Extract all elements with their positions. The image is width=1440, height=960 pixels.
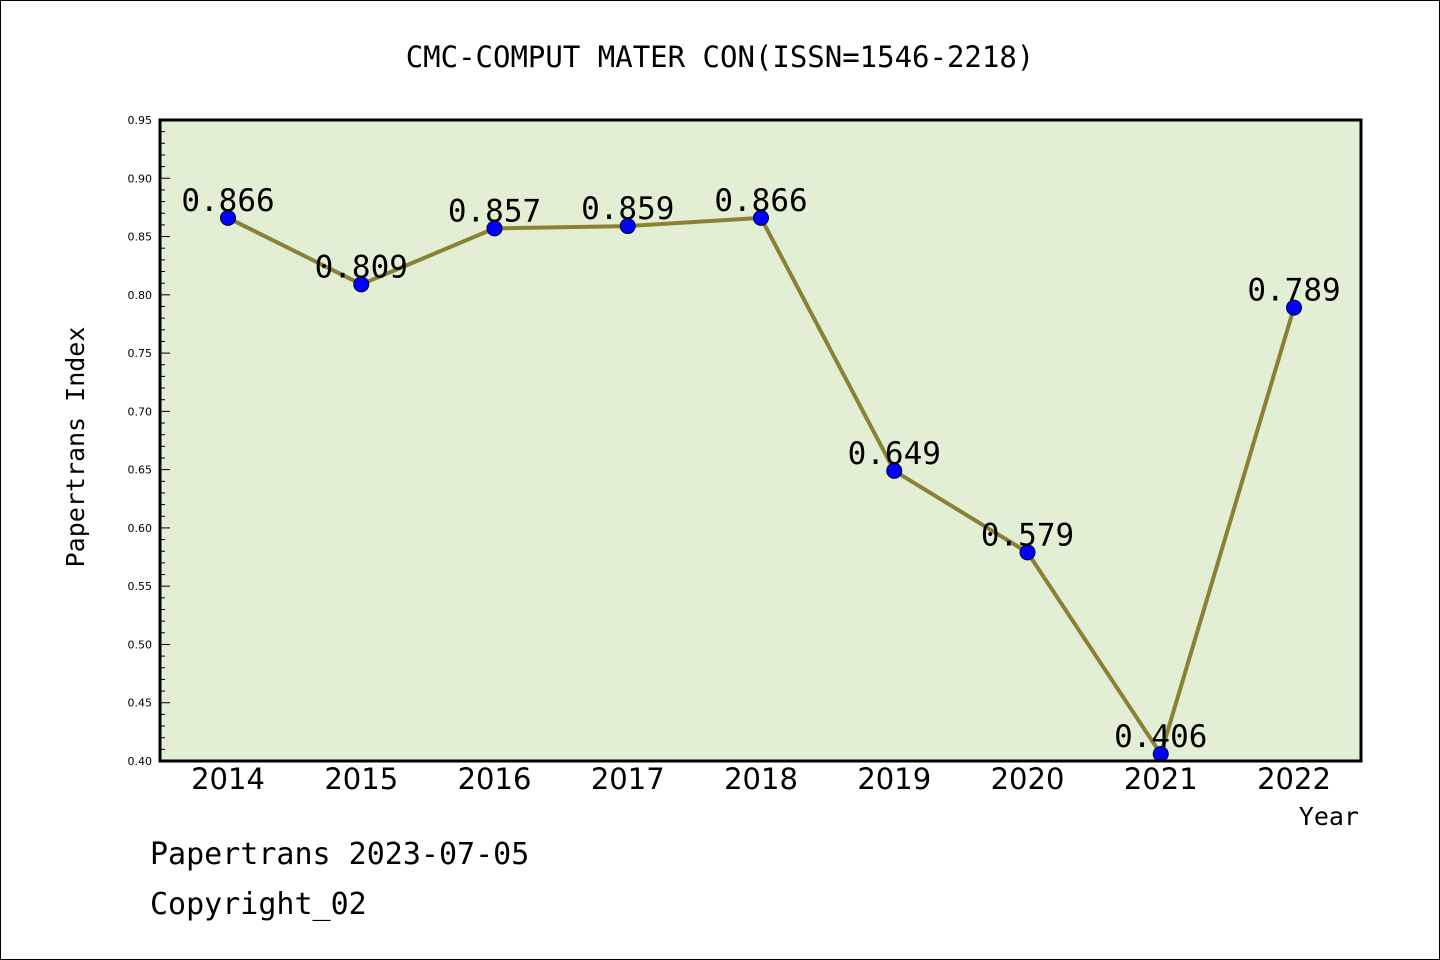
chart-title: CMC-COMPUT MATER CON(ISSN=1546-2218)	[406, 40, 1035, 74]
footer-copyright: Copyright_02	[150, 887, 367, 922]
x-tick-label: 2017	[591, 762, 665, 796]
x-tick-label: 2020	[991, 762, 1065, 796]
data-point	[486, 220, 503, 237]
data-point	[619, 218, 636, 235]
data-label: 0.809	[315, 249, 408, 285]
data-label: 0.866	[714, 183, 807, 219]
x-tick-label: 2016	[458, 762, 532, 796]
x-tick-label: 2015	[324, 762, 398, 796]
footer-date: Papertrans 2023-07-05	[150, 837, 529, 872]
y-tick-label: 0.40	[128, 755, 153, 768]
x-axis-label: Year	[1299, 802, 1359, 831]
y-tick-label: 0.45	[128, 697, 153, 710]
y-axis-ticks	[160, 119, 170, 762]
y-tick-label: 0.65	[128, 464, 153, 477]
y-axis-tick-labels: 0.40 0.45 0.50 0.55 0.60 0.65 0.70 0.75 0.80 0.85…	[128, 114, 153, 768]
plot-area	[160, 120, 1361, 761]
y-tick-label: 0.80	[128, 289, 153, 302]
x-tick-label: 2021	[1124, 762, 1198, 796]
data-label: 0.406	[1114, 719, 1207, 755]
x-tick-label: 2022	[1257, 762, 1331, 796]
y-tick-label: 0.50	[128, 638, 153, 651]
data-point	[220, 209, 236, 226]
data-point	[1286, 299, 1302, 316]
data-point	[353, 276, 370, 293]
x-tick-label: 2014	[191, 762, 265, 796]
x-axis-tick-labels: 2014 2015 2016 2017 2018 2019 2020 2021 2022	[191, 762, 1331, 796]
y-tick-label: 0.75	[128, 347, 153, 360]
data-point	[753, 209, 769, 226]
y-tick-label: 0.90	[128, 172, 153, 185]
data-label: 0.866	[181, 183, 274, 219]
y-tick-label: 0.60	[128, 522, 153, 535]
data-labels: 0.866 0.809 0.857 0.859 0.866 0.649 0.579 0.406…	[181, 183, 1340, 755]
y-axis-label: Papertrans Index	[61, 327, 90, 568]
data-point	[886, 462, 903, 479]
y-tick-label: 0.70	[128, 405, 153, 418]
series-markers	[220, 209, 1302, 763]
plot-border	[158, 118, 1363, 763]
data-point	[1019, 544, 1036, 561]
y-tick-label: 0.85	[128, 231, 153, 244]
data-label: 0.649	[848, 436, 941, 472]
data-label: 0.857	[448, 193, 541, 229]
y-tick-label: 0.95	[128, 114, 153, 127]
data-label: 0.859	[581, 191, 674, 227]
x-tick-label: 2018	[724, 762, 798, 796]
data-label: 0.789	[1247, 273, 1340, 309]
data-label: 0.579	[981, 517, 1074, 553]
y-tick-label: 0.55	[128, 580, 153, 593]
x-tick-label: 2019	[857, 762, 931, 796]
